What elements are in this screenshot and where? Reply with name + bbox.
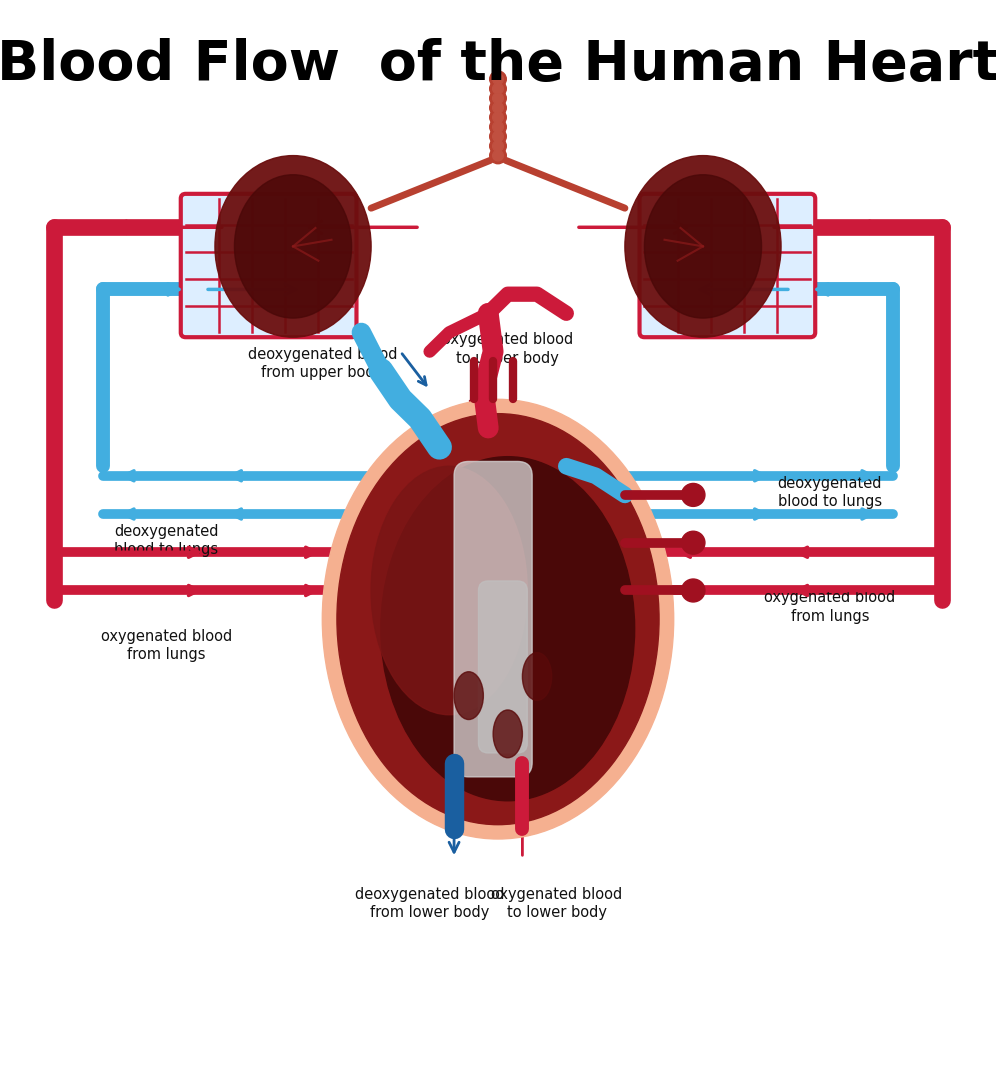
Ellipse shape — [624, 156, 781, 337]
Ellipse shape — [493, 710, 522, 758]
Ellipse shape — [380, 457, 634, 800]
Circle shape — [493, 132, 503, 141]
Text: oxygenated blood
to upper body: oxygenated blood to upper body — [442, 333, 574, 366]
Circle shape — [490, 129, 506, 145]
Circle shape — [493, 112, 503, 123]
Ellipse shape — [372, 467, 527, 715]
Text: VectorStock®: VectorStock® — [20, 1043, 160, 1061]
Circle shape — [493, 73, 503, 84]
Circle shape — [490, 99, 506, 116]
Circle shape — [490, 148, 506, 164]
Circle shape — [681, 579, 705, 602]
Text: oxygenated blood
to lower body: oxygenated blood to lower body — [491, 887, 622, 920]
Ellipse shape — [323, 400, 673, 839]
Circle shape — [493, 83, 503, 94]
Text: deoxygenated
blood to lungs: deoxygenated blood to lungs — [114, 524, 218, 557]
Ellipse shape — [454, 672, 483, 719]
Text: Blood Flow  of the Human Heart: Blood Flow of the Human Heart — [0, 38, 996, 92]
Circle shape — [681, 531, 705, 554]
Circle shape — [490, 90, 506, 106]
Circle shape — [490, 138, 506, 154]
Ellipse shape — [644, 175, 762, 319]
Text: VectorStock.com/9717244: VectorStock.com/9717244 — [738, 1043, 976, 1061]
Circle shape — [681, 484, 705, 507]
Text: deoxygenated
blood to lungs: deoxygenated blood to lungs — [778, 476, 882, 510]
Circle shape — [493, 140, 503, 151]
Text: deoxygenated blood
from lower body: deoxygenated blood from lower body — [355, 887, 504, 920]
Circle shape — [490, 119, 506, 135]
Text: oxygenated blood
from lungs: oxygenated blood from lungs — [764, 591, 895, 624]
Text: oxygenated blood
from lungs: oxygenated blood from lungs — [101, 629, 232, 662]
Circle shape — [490, 109, 506, 125]
Ellipse shape — [522, 652, 552, 701]
Ellipse shape — [337, 414, 659, 825]
FancyBboxPatch shape — [478, 581, 527, 753]
Circle shape — [493, 150, 503, 161]
Circle shape — [493, 93, 503, 104]
Circle shape — [490, 81, 506, 97]
Ellipse shape — [215, 156, 372, 337]
Ellipse shape — [234, 175, 352, 319]
Circle shape — [490, 71, 506, 87]
Circle shape — [493, 122, 503, 132]
Circle shape — [493, 103, 503, 113]
FancyBboxPatch shape — [639, 193, 815, 337]
FancyBboxPatch shape — [454, 461, 532, 777]
Text: deoxygenated blood
from upper body: deoxygenated blood from upper body — [248, 347, 397, 380]
FancyBboxPatch shape — [181, 193, 357, 337]
